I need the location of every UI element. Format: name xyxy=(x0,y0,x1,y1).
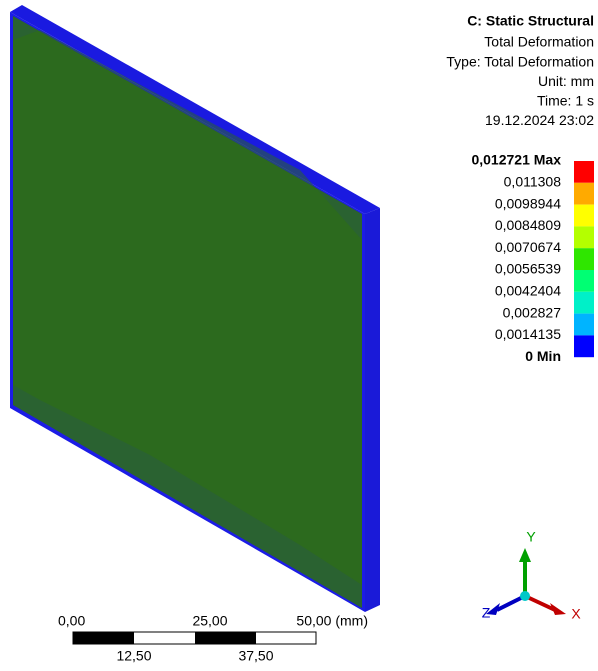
z-label: Z xyxy=(482,605,491,621)
legend-band xyxy=(574,292,594,314)
legend-label: 0,0070674 xyxy=(495,239,561,255)
bar-segment xyxy=(195,632,256,644)
header-line: Total Deformation xyxy=(484,34,594,50)
viewport: C: Static Structural Total Deformation Ty… xyxy=(0,0,598,671)
legend-label: 0,012721 Max xyxy=(471,152,561,168)
legend-label: 0,011308 xyxy=(504,174,562,190)
legend-label: 0,002827 xyxy=(503,304,562,320)
legend-band xyxy=(574,226,594,248)
legend-band xyxy=(574,270,594,292)
legend-label: 0,0014135 xyxy=(495,326,561,342)
legend-label: 0 Min xyxy=(525,348,561,364)
scale-label: 25,00 xyxy=(192,613,227,629)
legend: 0,012721 Max 0,011308 0,0098944 0,0084809 0,… xyxy=(471,152,594,364)
legend-band xyxy=(574,248,594,270)
legend-label: 0,0084809 xyxy=(495,217,561,233)
legend-band xyxy=(574,161,594,183)
origin xyxy=(520,591,530,601)
legend-label: 0,0098944 xyxy=(495,195,561,211)
model xyxy=(10,5,380,612)
scale-label: 37,50 xyxy=(238,648,273,664)
header-line: Time: 1 s xyxy=(537,93,594,109)
scale-bar: 0,00 25,00 50,00 (mm) 12,50 37,50 xyxy=(58,613,368,664)
triad: Y X Z xyxy=(482,529,582,622)
header: C: Static Structural Total Deformation Ty… xyxy=(446,13,594,128)
legend-label: 0,0056539 xyxy=(495,261,561,277)
legend-band xyxy=(574,183,594,205)
legend-band xyxy=(574,205,594,227)
y-label: Y xyxy=(526,529,536,545)
arrow xyxy=(519,548,531,562)
legend-band xyxy=(574,335,594,357)
scale-label: 12,50 xyxy=(116,648,151,664)
plate-side xyxy=(365,208,380,612)
bar-segment xyxy=(73,632,134,644)
legend-band xyxy=(574,314,594,336)
header-line: 19.12.2024 23:02 xyxy=(485,112,594,128)
header-line: Unit: mm xyxy=(538,73,594,89)
scale-label: 50,00 (mm) xyxy=(296,613,368,629)
x-label: X xyxy=(571,606,581,622)
scale-label: 0,00 xyxy=(58,613,85,629)
legend-label: 0,0042404 xyxy=(495,283,561,299)
header-line: Type: Total Deformation xyxy=(446,53,594,69)
title: C: Static Structural xyxy=(467,13,594,29)
